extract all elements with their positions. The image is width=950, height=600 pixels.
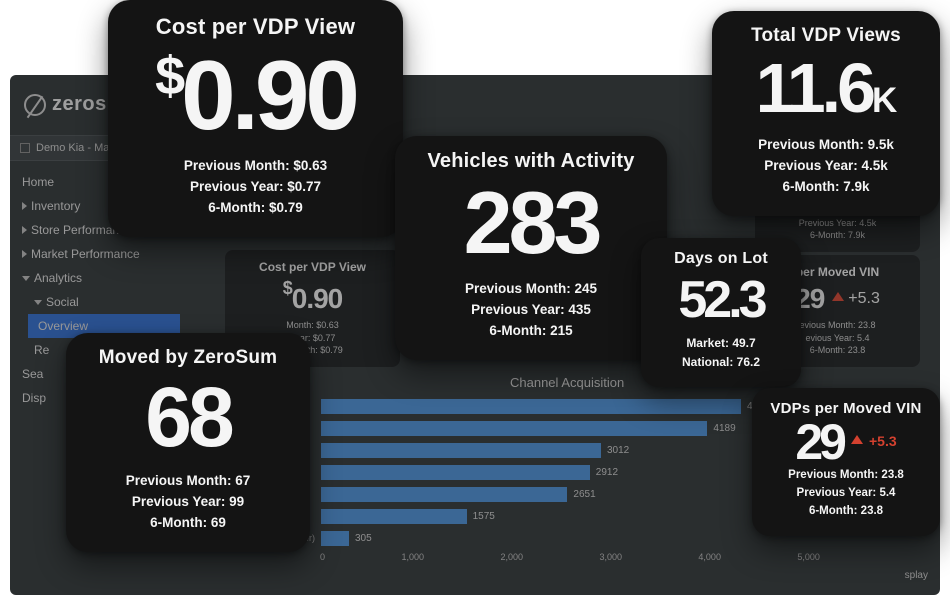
kpi-value: 52.3: [655, 274, 787, 326]
brand-glyph-icon: [24, 94, 46, 116]
chart-bar: (Other)305: [260, 527, 820, 549]
caret-icon: [22, 202, 27, 210]
caret-down-icon: [22, 276, 30, 281]
chart-bar: 4532: [260, 395, 820, 417]
sidebar-item-social[interactable]: Social: [10, 290, 180, 314]
sidebar-item-market-performance[interactable]: Market Performance: [10, 242, 180, 266]
kpi-meta: Previous Month: 245 Previous Year: 435 6…: [419, 279, 643, 342]
display-label: splay: [905, 570, 928, 581]
kpi-meta: Previous Month: 67 Previous Year: 99 6-M…: [90, 471, 286, 534]
kpi-value: 29 +5.3: [768, 417, 924, 467]
kpi-title: Moved by ZeroSum: [90, 347, 286, 369]
kpi-value: 11.6K: [736, 53, 916, 123]
kpi-card-days-on-lot: Days on Lot 52.3 Market: 49.7 National: …: [641, 238, 801, 387]
sidebar-item-analytics[interactable]: Analytics: [10, 266, 180, 290]
kpi-title: VDPs per Moved VIN: [768, 400, 924, 417]
chart-bar: 2912: [260, 461, 820, 483]
caret-icon: [22, 250, 27, 258]
account-icon: [20, 143, 30, 153]
chart-bar: 4189: [260, 417, 820, 439]
channel-acquisition-chart: 4532 4189 3012 2912 2651 1575 (Other)305…: [260, 395, 820, 570]
chart-bar: 2651: [260, 483, 820, 505]
kpi-value: $0.90: [132, 46, 379, 144]
kpi-card-total-vdp-views: Total VDP Views 11.6K Previous Month: 9.…: [712, 11, 940, 216]
kpi-card-vdps-per-moved-vin: VDPs per Moved VIN 29 +5.3 Previous Mont…: [752, 388, 940, 536]
chart-bar: 1575: [260, 505, 820, 527]
kpi-meta: Previous Month: $0.63 Previous Year: $0.…: [132, 156, 379, 219]
brand-logo: zerosu: [24, 93, 119, 116]
caret-icon: [22, 226, 27, 234]
kpi-title: Cost per VDP View: [132, 14, 379, 40]
kpi-card-cost-per-vdp: Cost per VDP View $0.90 Previous Month: …: [108, 0, 403, 237]
trend-up-icon: [851, 435, 863, 444]
chart-title: Channel Acquisition: [510, 375, 624, 390]
kpi-value: 283: [419, 179, 643, 267]
kpi-card-vehicles-activity: Vehicles with Activity 283 Previous Mont…: [395, 136, 667, 360]
trend-up-icon: [832, 292, 844, 301]
chart-x-axis: 01,0002,0003,0004,0005,000: [320, 552, 820, 570]
kpi-title: Days on Lot: [655, 250, 787, 268]
chart-bar: 3012: [260, 439, 820, 461]
kpi-title: Vehicles with Activity: [419, 150, 643, 173]
kpi-meta: Previous Month: 23.8 Previous Year: 5.4 …: [768, 467, 924, 520]
kpi-value: 68: [90, 375, 286, 459]
kpi-meta: Previous Month: 9.5k Previous Year: 4.5k…: [736, 135, 916, 198]
kpi-card-moved-by-zerosum: Moved by ZeroSum 68 Previous Month: 67 P…: [66, 333, 310, 552]
kpi-meta: Market: 49.7 National: 76.2: [655, 334, 787, 371]
caret-down-icon: [34, 300, 42, 305]
kpi-title: Total VDP Views: [736, 25, 916, 47]
